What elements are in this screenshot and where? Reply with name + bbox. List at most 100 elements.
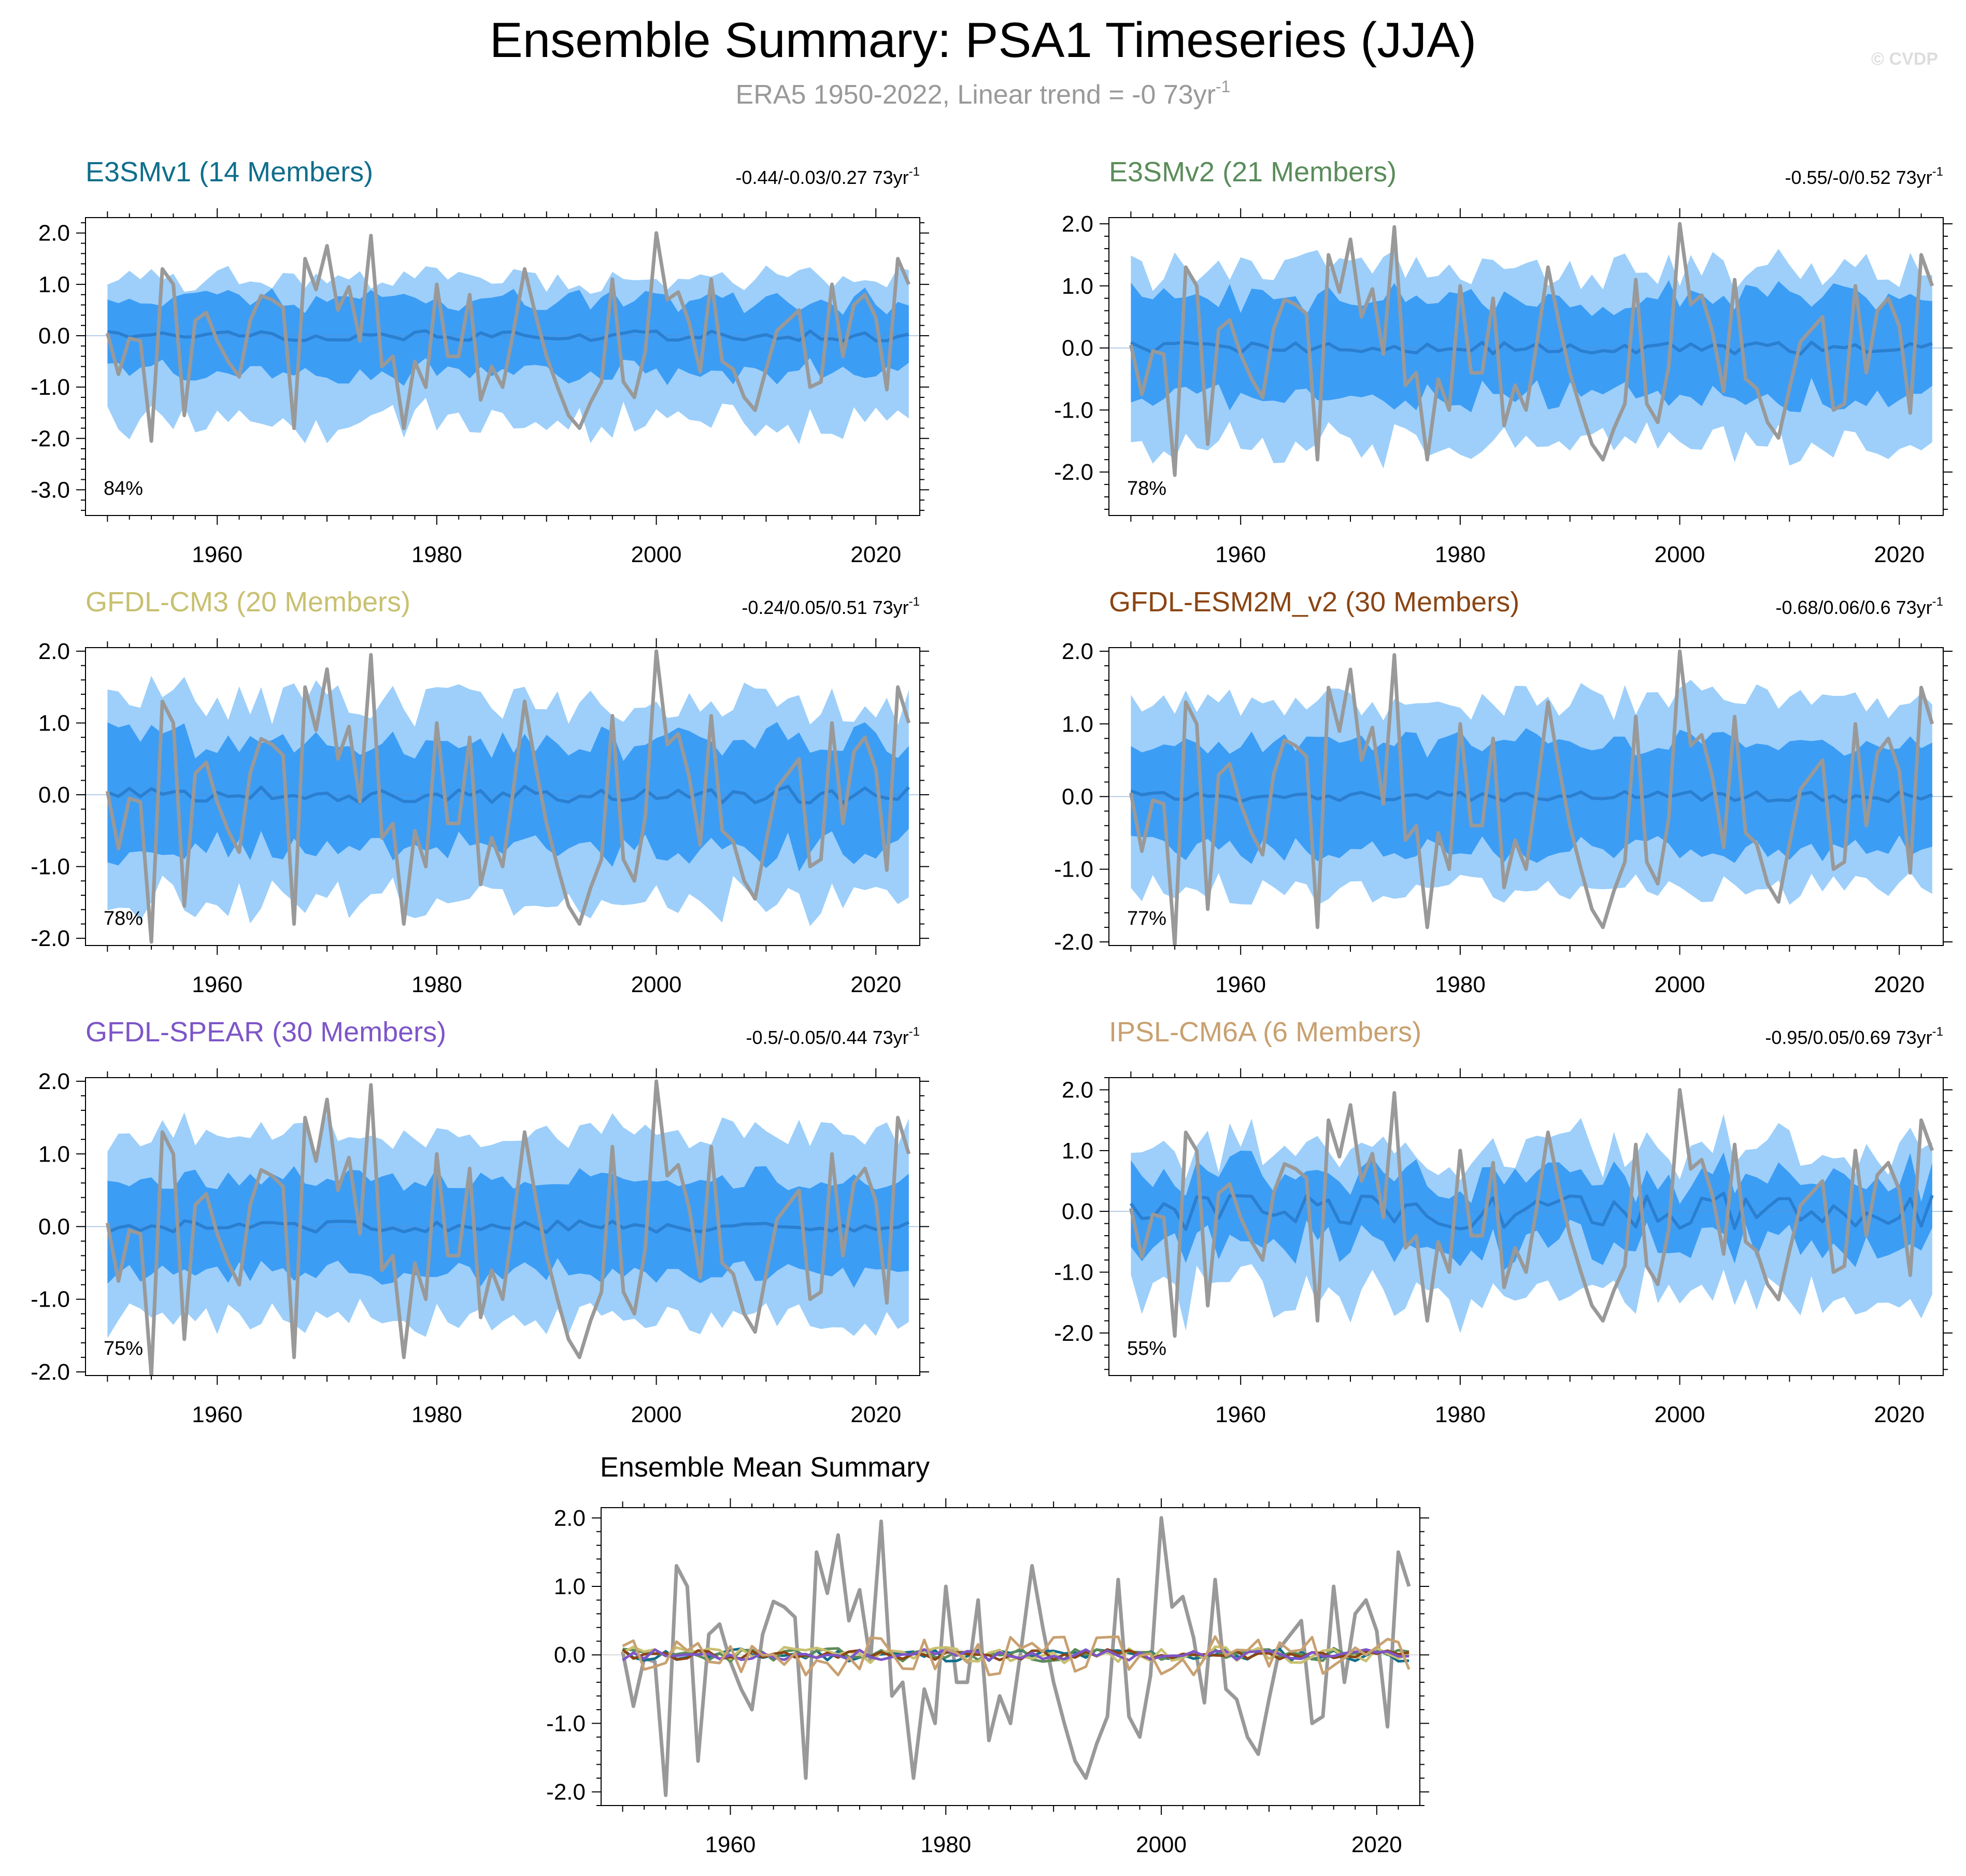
y-tick-label: 2.0 [38, 221, 70, 246]
y-tick-label: -3.0 [31, 477, 70, 503]
tick-marks [592, 1498, 1429, 1815]
x-tick-label: 1960 [192, 542, 243, 567]
x-tick-label: 1980 [411, 972, 462, 997]
x-tick-label: 2020 [1874, 1402, 1925, 1427]
y-tick-label: -1.0 [1054, 857, 1093, 882]
panel-title: IPSL-CM6A (6 Members) [1109, 1016, 1421, 1048]
trend-range-label: -0.5/-0.05/0.44 73yr-1 [746, 1025, 920, 1048]
x-tick-label: 1980 [1435, 542, 1486, 567]
x-tick-label: 2000 [631, 1402, 682, 1427]
panel-title: E3SMv2 (21 Members) [1109, 156, 1397, 188]
y-tick-label: 2.0 [1062, 211, 1093, 237]
percent-label: 77% [1127, 908, 1166, 929]
plot-area [86, 231, 920, 445]
x-tick-label: 2020 [1874, 542, 1925, 567]
x-tick-label: 2000 [1655, 972, 1705, 997]
percent-label: 78% [104, 908, 143, 929]
panel-title: GFDL-ESM2M_v2 (30 Members) [1109, 586, 1519, 618]
y-tick-label: 0.0 [1062, 784, 1093, 810]
x-tick-label: 1960 [1215, 542, 1266, 567]
y-tick-label: 2.0 [1062, 1077, 1093, 1102]
y-tick-label: 2.0 [38, 639, 70, 664]
figure-subtitle: ERA5 1950-2022, Linear trend = -0 73yr-1 [736, 77, 1231, 110]
x-tick-label: 1960 [1215, 1402, 1266, 1427]
trend-range-label: -0.55/-0/0.52 73yr-1 [1785, 165, 1943, 188]
observed-era5-line [1129, 222, 1934, 477]
y-tick-label: 1.0 [554, 1574, 586, 1599]
y-tick-label: 0.0 [1062, 336, 1093, 361]
x-tick-label: 1960 [1215, 972, 1266, 997]
tick-marks [76, 208, 929, 525]
panel-5: 1960 1980 2000 2020 2.0 1.0 0.0 -1.0 -2.0 GFDL-SP… [31, 1016, 929, 1427]
observed-era5-line [105, 649, 911, 944]
y-tick-label: 0.0 [38, 1214, 70, 1240]
y-tick-label: -1.0 [1054, 397, 1093, 423]
percent-label: 55% [1127, 1338, 1166, 1359]
y-tick-label: 0.0 [1062, 1199, 1093, 1224]
cvdp-watermark: © CVDP [1871, 49, 1938, 69]
percentile-range-band [1131, 1150, 1932, 1270]
observed-era5-line [105, 1079, 911, 1376]
panel-3: 1960 1980 2000 2020 2.0 1.0 0.0 -1.0 -2.0 GFDL-CM… [31, 586, 929, 997]
figure-title: Ensemble Summary: PSA1 Timeseries (JJA) [490, 12, 1477, 68]
y-tick-label: -2.0 [1054, 460, 1093, 485]
observed-era5-line [106, 231, 911, 443]
y-tick-label: -2.0 [1054, 929, 1093, 955]
series-line-ipsl-cm6a [622, 1635, 1411, 1677]
x-tick-label: 1980 [411, 542, 462, 567]
y-tick-label: 0.0 [554, 1642, 586, 1668]
x-tick-label: 1980 [1435, 1402, 1486, 1427]
panel-4: 1960 1980 2000 2020 2.0 1.0 0.0 -1.0 -2.0 GFDL-ES… [1054, 586, 1953, 997]
y-tick-label: 1.0 [1062, 274, 1093, 299]
x-tick-label: 2020 [850, 972, 901, 997]
tick-marks [76, 1068, 929, 1385]
x-tick-label: 2020 [1351, 1832, 1402, 1857]
y-tick-label: -2.0 [546, 1780, 586, 1805]
panel-title: Ensemble Mean Summary [600, 1452, 930, 1483]
y-tick-label: -2.0 [1054, 1321, 1093, 1346]
tick-marks [1100, 638, 1953, 955]
trend-range-label: -0.44/-0.03/0.27 73yr-1 [735, 165, 920, 188]
y-tick-label: 1.0 [38, 1141, 70, 1167]
panel-title: GFDL-CM3 (20 Members) [86, 586, 410, 618]
tick-marks [1100, 208, 1953, 525]
trend-range-label: -0.68/0.06/0.6 73yr-1 [1775, 595, 1943, 618]
y-tick-label: -2.0 [31, 1359, 70, 1385]
y-tick-label: 1.0 [1062, 1138, 1093, 1164]
series-line-gfdl-spear [622, 1648, 1409, 1662]
x-tick-label: 1960 [705, 1832, 756, 1857]
x-tick-label: 1980 [1435, 972, 1486, 997]
panel-1: 1960 1980 2000 2020 2.0 1.0 0.0 -1.0 -2.0 -3.0 E3S… [31, 156, 929, 567]
x-tick-label: 2000 [1655, 1402, 1705, 1427]
y-tick-label: 2.0 [1062, 639, 1093, 664]
percent-label: 78% [1127, 478, 1166, 499]
y-tick-label: 1.0 [1062, 711, 1093, 737]
panel-title: GFDL-SPEAR (30 Members) [86, 1016, 446, 1048]
y-tick-label: -1.0 [546, 1711, 586, 1736]
x-tick-label: 2020 [850, 1402, 901, 1427]
panel-2: 1960 1980 2000 2020 2.0 1.0 0.0 -1.0 -2.0 E3SMv2 … [1054, 156, 1953, 567]
x-tick-label: 2020 [850, 542, 901, 567]
y-tick-label: 0.0 [38, 323, 70, 349]
panel-7: 1960 1980 2000 2020 2.0 1.0 0.0 -1.0 -2.0 Ensembl… [546, 1452, 1429, 1857]
tick-marks [76, 638, 929, 955]
plot-area [1109, 222, 1943, 477]
y-tick-label: 0.0 [38, 782, 70, 808]
percent-label: 75% [104, 1338, 143, 1359]
y-tick-label: 2.0 [554, 1506, 586, 1531]
x-tick-label: 1980 [411, 1402, 462, 1427]
x-tick-label: 1960 [192, 972, 243, 997]
plot-area [1109, 649, 1943, 946]
trend-range-label: -0.95/0.05/0.69 73yr-1 [1765, 1025, 1943, 1048]
panel-title: E3SMv1 (14 Members) [86, 156, 373, 188]
panel-grid: 1960 1980 2000 2020 2.0 1.0 0.0 -1.0 -2.0 -3.0 E3S… [31, 156, 1953, 1857]
trend-range-label: -0.24/0.05/0.51 73yr-1 [742, 595, 920, 618]
y-tick-label: 1.0 [38, 272, 70, 297]
panel-6: 1960 1980 2000 2020 2.0 1.0 0.0 -1.0 -2.0 IPSL-CM… [1054, 1016, 1953, 1427]
x-tick-label: 2000 [1136, 1832, 1187, 1857]
y-tick-label: -2.0 [31, 426, 70, 451]
y-tick-label: -1.0 [31, 375, 70, 400]
x-tick-label: 2020 [1874, 972, 1925, 997]
x-tick-label: 1960 [192, 1402, 243, 1427]
